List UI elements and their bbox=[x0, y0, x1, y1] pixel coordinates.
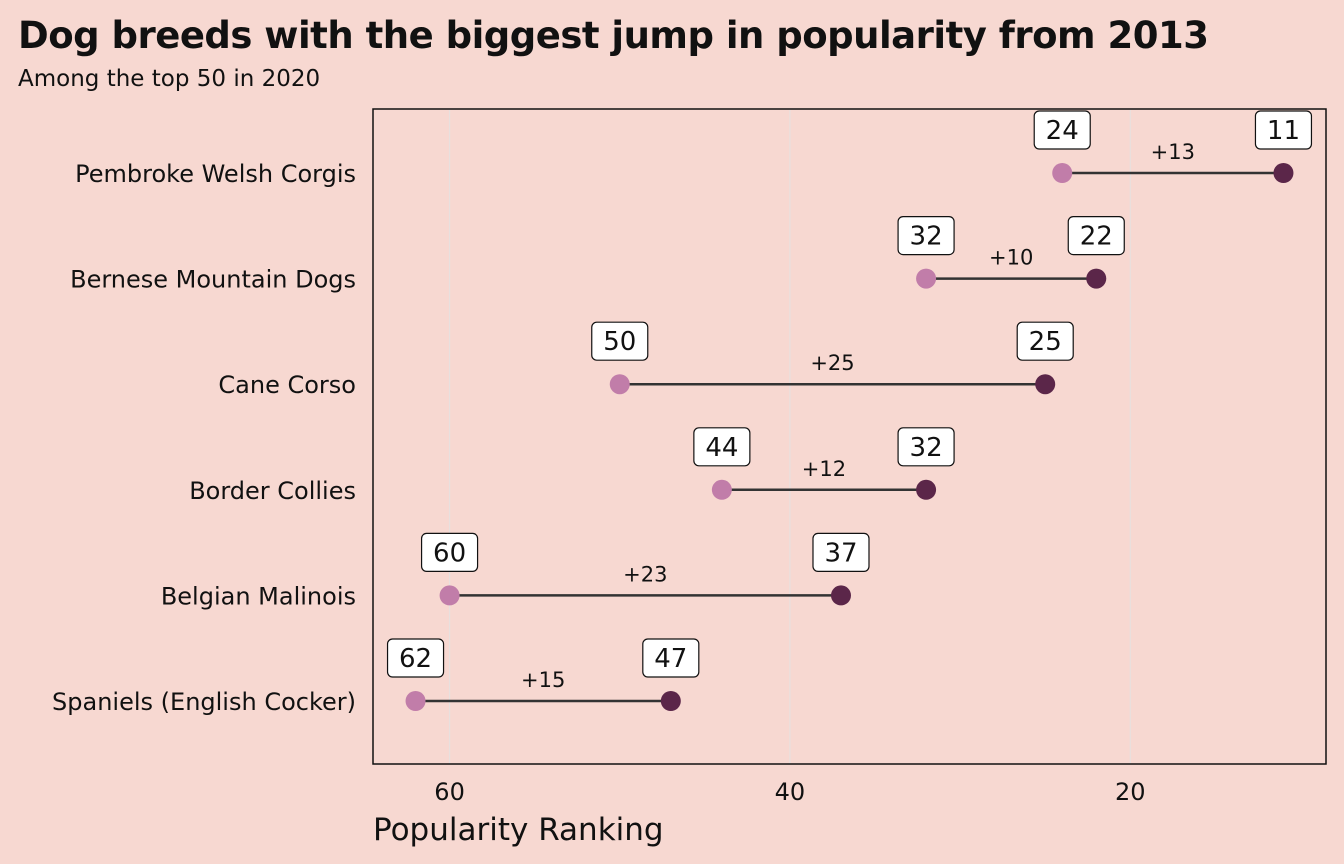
category-label: Belgian Malinois bbox=[161, 582, 356, 610]
x-tick-label: 60 bbox=[434, 778, 465, 806]
start-point bbox=[439, 585, 460, 606]
value-label: 47 bbox=[654, 644, 687, 674]
value-label-background bbox=[1033, 110, 1091, 150]
category-label: Spaniels (English Cocker) bbox=[52, 688, 356, 716]
value-label-box: 25 bbox=[1016, 321, 1074, 361]
value-label-box: 37 bbox=[812, 532, 870, 573]
value-label-box: 44 bbox=[693, 427, 751, 467]
change-label: +10 bbox=[989, 246, 1033, 270]
value-label-background bbox=[897, 216, 955, 256]
value-label-box: 32 bbox=[897, 216, 955, 256]
category-label: Bernese Mountain Dogs bbox=[70, 266, 356, 294]
end-point bbox=[830, 585, 851, 606]
start-point bbox=[711, 479, 732, 500]
start-point bbox=[1052, 163, 1073, 183]
value-label: 32 bbox=[910, 433, 943, 463]
x-tick-label: 40 bbox=[775, 778, 806, 806]
grid-layer bbox=[448, 109, 1131, 764]
value-label-background bbox=[386, 638, 445, 678]
value-label: 60 bbox=[433, 538, 466, 568]
x-axis-label: Popularity Ranking bbox=[373, 812, 664, 848]
value-label: 50 bbox=[603, 327, 636, 357]
change-label: +15 bbox=[521, 668, 565, 692]
value-label-box: 60 bbox=[420, 532, 479, 573]
change-label: +12 bbox=[802, 457, 846, 481]
start-point bbox=[405, 691, 426, 711]
value-label-background bbox=[642, 638, 700, 678]
value-label-box: 50 bbox=[591, 321, 649, 361]
value-label-background bbox=[591, 321, 649, 361]
value-label-box: 11 bbox=[1254, 110, 1313, 150]
category-label: Border Collies bbox=[189, 477, 356, 505]
end-point bbox=[660, 691, 681, 711]
value-label-background bbox=[1254, 110, 1313, 150]
value-label-background bbox=[812, 532, 870, 573]
value-label: 32 bbox=[910, 222, 943, 252]
axis-layer: 60 40 20 Pembroke Welsh Corgis Bernese Mount… bbox=[52, 160, 1146, 806]
chart-title: Dog breeds with the biggest jump in popu… bbox=[18, 14, 1209, 57]
value-label-background bbox=[1067, 216, 1125, 256]
value-label-background bbox=[1016, 321, 1074, 361]
end-point bbox=[1035, 374, 1056, 395]
plot-frame bbox=[372, 108, 1327, 765]
end-point bbox=[1086, 268, 1107, 289]
category-label: Pembroke Welsh Corgis bbox=[75, 160, 356, 188]
value-label: 11 bbox=[1267, 116, 1300, 146]
value-label: 44 bbox=[705, 433, 738, 463]
category-label: Cane Corso bbox=[218, 371, 356, 399]
chart-subtitle: Among the top 50 in 2020 bbox=[18, 66, 321, 92]
value-label-background bbox=[693, 427, 751, 467]
value-label: 24 bbox=[1046, 116, 1079, 146]
value-label: 22 bbox=[1080, 222, 1113, 252]
value-label: 37 bbox=[824, 538, 857, 568]
change-label: +25 bbox=[810, 351, 854, 375]
value-label: 62 bbox=[399, 644, 432, 674]
value-label-box: 47 bbox=[642, 638, 700, 678]
value-label: 25 bbox=[1029, 327, 1062, 357]
end-point bbox=[1273, 163, 1294, 183]
value-label-background bbox=[420, 532, 479, 573]
value-label-box: 22 bbox=[1067, 216, 1125, 256]
value-label-box: 32 bbox=[897, 427, 955, 467]
x-tick-label: 20 bbox=[1115, 778, 1146, 806]
marks-layer: 24 11 +13 32 22 +10 50 25 +25 44 32 +12 60 37 +23 62 47 +… bbox=[386, 110, 1313, 711]
start-point bbox=[609, 374, 630, 395]
change-label: +23 bbox=[623, 562, 667, 586]
change-label: +13 bbox=[1151, 140, 1195, 164]
value-label-background bbox=[897, 427, 955, 467]
value-label-box: 62 bbox=[386, 638, 445, 678]
value-label-box: 24 bbox=[1033, 110, 1091, 150]
end-point bbox=[916, 479, 937, 500]
start-point bbox=[916, 268, 937, 289]
